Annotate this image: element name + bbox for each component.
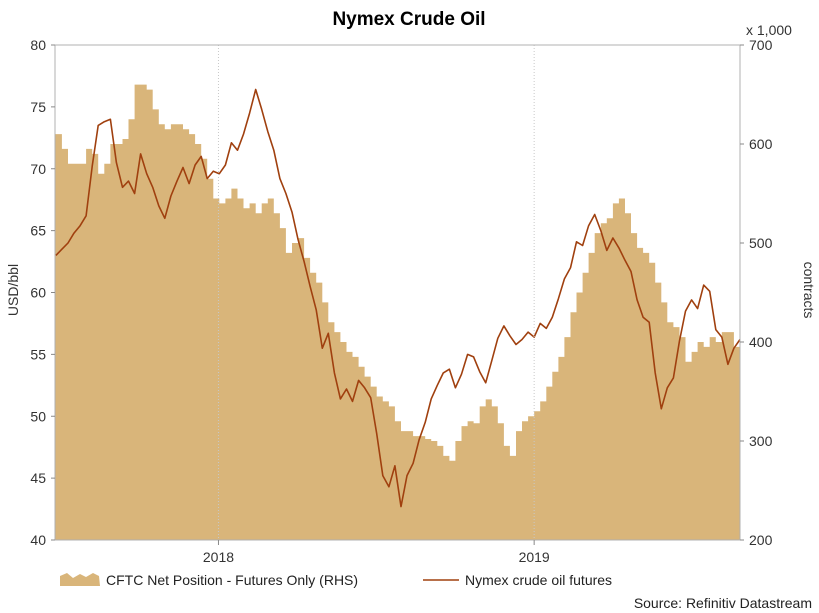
legend-swatch-cftc bbox=[60, 573, 100, 586]
plot-area bbox=[55, 45, 741, 540]
y-tick-label-left: 80 bbox=[30, 37, 46, 53]
legend: CFTC Net Position - Futures Only (RHS) N… bbox=[60, 572, 612, 588]
legend-label-cftc: CFTC Net Position - Futures Only (RHS) bbox=[106, 572, 358, 588]
y-tick-label-right: 300 bbox=[749, 433, 773, 449]
legend-item-nymex: Nymex crude oil futures bbox=[423, 572, 612, 588]
y-tick-label-left: 45 bbox=[30, 470, 46, 486]
y-tick-label-left: 65 bbox=[30, 223, 46, 239]
y-tick-label-left: 60 bbox=[30, 285, 46, 301]
y-tick-label-left: 40 bbox=[30, 532, 46, 548]
cftc-net-position-area bbox=[55, 84, 740, 540]
y-tick-label-left: 75 bbox=[30, 99, 46, 115]
left-axis-title: USD/bbl bbox=[5, 264, 21, 316]
y-tick-label-right: 600 bbox=[749, 136, 773, 152]
legend-item-cftc: CFTC Net Position - Futures Only (RHS) bbox=[60, 572, 358, 588]
y-tick-label-right: 700 bbox=[749, 37, 773, 53]
right-axis-unit: x 1,000 bbox=[746, 22, 792, 38]
y-tick-label-right: 500 bbox=[749, 235, 773, 251]
x-tick-label: 2019 bbox=[519, 549, 550, 565]
y-tick-label-left: 50 bbox=[30, 408, 46, 424]
chart-title: Nymex Crude Oil bbox=[332, 9, 485, 30]
axes: 40 45 50 55 60 65 70 75 80 200 300 400 500 600 700 2018… bbox=[30, 37, 772, 565]
y-tick-label-left: 55 bbox=[30, 346, 46, 362]
legend-label-nymex: Nymex crude oil futures bbox=[465, 572, 612, 588]
source-note: Source: Refinitiv Datastream bbox=[634, 595, 812, 611]
y-tick-label-right: 200 bbox=[749, 532, 773, 548]
nymex-crude-line bbox=[55, 88, 741, 508]
x-tick-label: 2018 bbox=[203, 549, 234, 565]
y-tick-label-right: 400 bbox=[749, 334, 773, 350]
y-tick-label-left: 70 bbox=[30, 161, 46, 177]
right-axis-title: contracts bbox=[801, 262, 817, 319]
